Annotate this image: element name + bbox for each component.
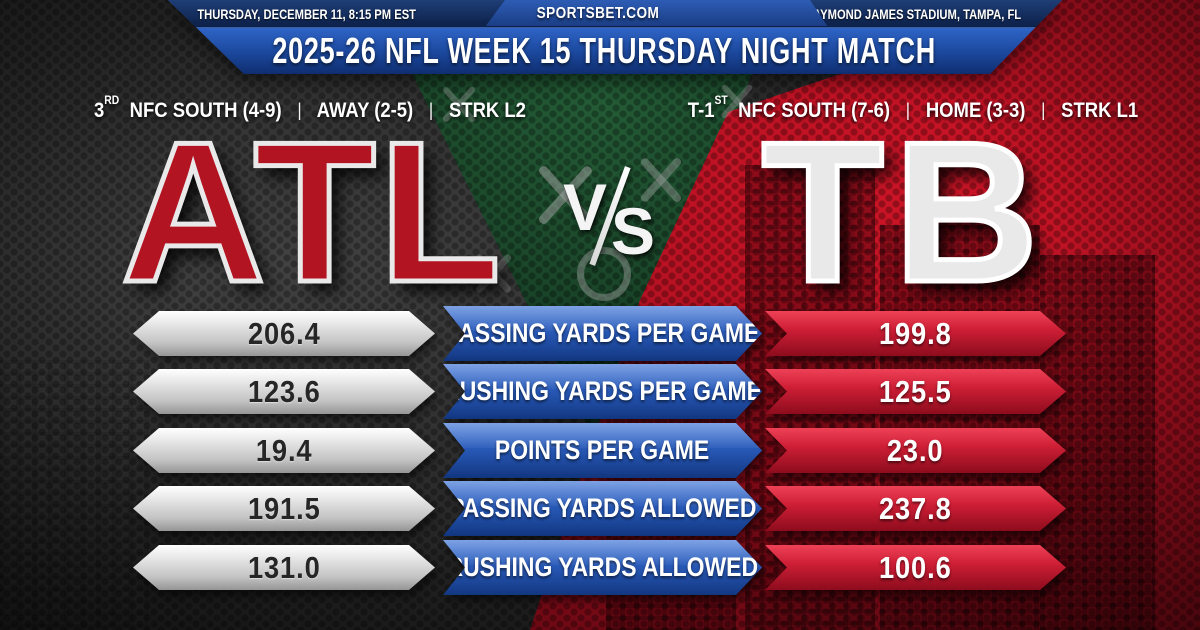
away-value-bar: 191.5 — [133, 486, 435, 531]
home-value: 237.8 — [879, 490, 952, 526]
stat-row: 131.0 RUSHING YARDS ALLOWED 100.6 — [0, 545, 1200, 590]
stat-label-banner: PASSING YARDS ALLOWED — [443, 481, 762, 536]
title-bar: 2025-26 NFL WEEK 15 THURSDAY NIGHT MATCH — [168, 27, 1062, 74]
away-value-bar: 131.0 — [133, 545, 435, 590]
date-banner: THURSDAY, DECEMBER 11, 8:15 PM EST — [168, 0, 505, 27]
home-value-bar: 100.6 — [765, 545, 1066, 590]
home-team-info: T-1ST NFC SOUTH (7-6) | HOME (3-3) | STR… — [680, 94, 1146, 127]
home-team-abbr: TB — [759, 101, 1049, 324]
away-division-record: NFC SOUTH (4-9) — [129, 99, 282, 122]
stat-label-banner: PASSING YARDS PER GAME — [443, 306, 762, 361]
away-rank-suffix: RD — [104, 93, 120, 107]
stat-row: 123.6 RUSHING YARDS PER GAME 125.5 — [0, 369, 1200, 414]
home-value: 199.8 — [879, 315, 952, 351]
away-value: 19.4 — [255, 432, 313, 468]
away-value: 206.4 — [247, 315, 321, 351]
home-value: 100.6 — [879, 549, 952, 585]
separator: | — [297, 100, 302, 121]
vs-letter-v: V — [563, 170, 608, 244]
stat-label-banner: POINTS PER GAME — [443, 423, 762, 478]
away-rank: 3 — [94, 99, 105, 122]
stat-row: 19.4 POINTS PER GAME 23.0 — [0, 428, 1200, 473]
separator: | — [1041, 100, 1046, 121]
stat-label: RUSHING YARDS ALLOWED — [446, 552, 759, 582]
vs-group: V S — [563, 166, 655, 266]
top-strip: SPORTSBET.COM THURSDAY, DECEMBER 11, 8:1… — [168, 0, 1062, 27]
separator: | — [428, 100, 434, 121]
stat-label-banner: RUSHING YARDS ALLOWED — [443, 540, 762, 595]
away-venue-record: AWAY (2-5) — [316, 99, 414, 122]
stat-label: RUSHING YARDS PER GAME — [443, 376, 762, 406]
home-value: 23.0 — [887, 432, 944, 468]
away-value-bar: 206.4 — [133, 311, 435, 356]
away-team-info: 3RD NFC SOUTH (4-9) | AWAY (2-5) | STRK … — [72, 94, 547, 127]
home-rank: T-1 — [687, 99, 715, 122]
site-label: SPORTSBET.COM — [536, 4, 660, 22]
away-value: 191.5 — [247, 490, 321, 526]
vs-letter-s: S — [610, 194, 655, 268]
stat-row: 191.5 PASSING YARDS ALLOWED 237.8 — [0, 486, 1200, 531]
home-rank-suffix: ST — [714, 93, 728, 107]
venue-banner: RAYMOND JAMES STADIUM, TAMPA, FL — [810, 0, 1062, 27]
stat-label-banner: RUSHING YARDS PER GAME — [443, 364, 762, 419]
home-venue-record: HOME (3-3) — [925, 99, 1026, 122]
home-value-bar: 125.5 — [765, 369, 1066, 414]
away-value: 131.0 — [247, 549, 321, 585]
chalk-o-icon — [577, 247, 631, 301]
header-banner: SPORTSBET.COM THURSDAY, DECEMBER 11, 8:1… — [168, 0, 1062, 74]
header-shape: SPORTSBET.COM THURSDAY, DECEMBER 11, 8:1… — [168, 0, 1062, 74]
away-streak: STRK L2 — [448, 99, 526, 122]
stat-row: 206.4 PASSING YARDS PER GAME 199.8 — [0, 311, 1200, 356]
stat-label: POINTS PER GAME — [495, 435, 710, 465]
home-division-record: NFC SOUTH (7-6) — [738, 99, 891, 122]
match-title: 2025-26 NFL WEEK 15 THURSDAY NIGHT MATCH — [271, 30, 936, 71]
home-value-bar: 23.0 — [765, 428, 1066, 473]
away-team-abbr: ATL — [119, 101, 504, 324]
home-value-bar: 237.8 — [765, 486, 1066, 531]
atlanta-skyline-silhouette — [0, 360, 150, 630]
stat-label: PASSING YARDS ALLOWED — [448, 493, 757, 523]
date-label: THURSDAY, DECEMBER 11, 8:15 PM EST — [197, 5, 416, 22]
away-value-bar: 123.6 — [133, 369, 435, 414]
away-value: 123.6 — [247, 373, 321, 409]
venue-label: RAYMOND JAMES STADIUM, TAMPA, FL — [804, 5, 1022, 22]
separator: | — [905, 100, 911, 121]
away-value-bar: 19.4 — [133, 428, 435, 473]
home-value-bar: 199.8 — [765, 311, 1066, 356]
home-streak: STRK L1 — [1061, 99, 1139, 122]
stat-label: PASSING YARDS PER GAME — [445, 318, 760, 348]
home-value: 125.5 — [879, 373, 952, 409]
